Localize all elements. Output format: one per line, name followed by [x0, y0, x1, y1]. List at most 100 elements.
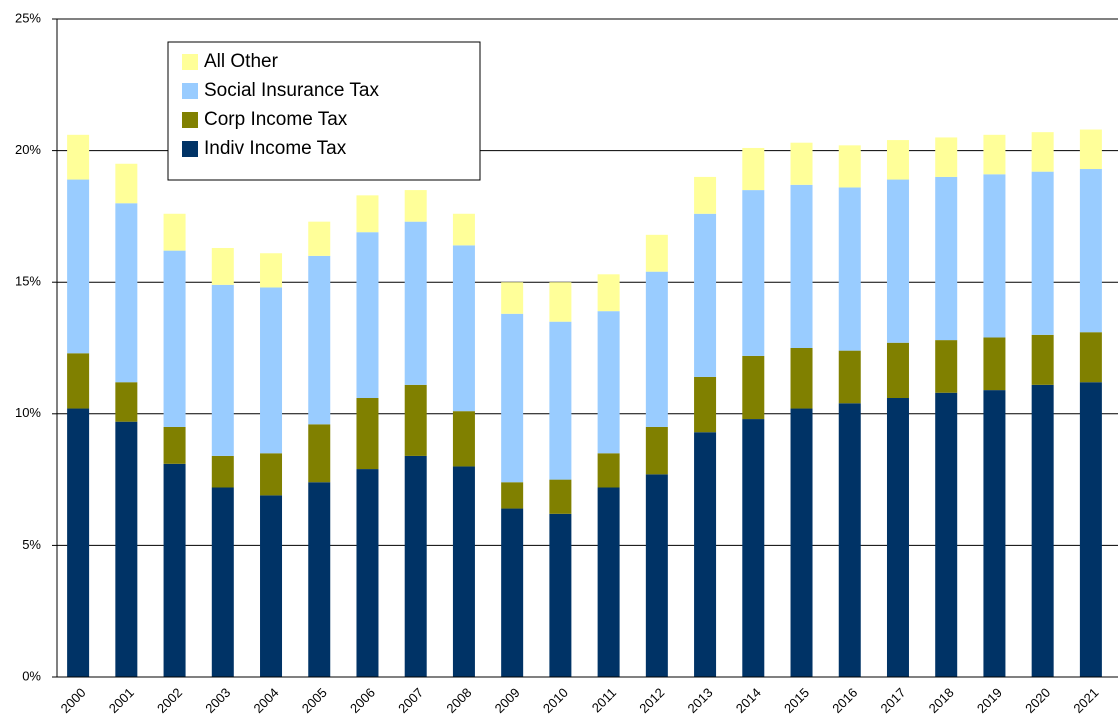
bar-segment	[163, 463, 186, 677]
bar-segment	[742, 147, 765, 191]
legend-swatch	[182, 54, 198, 70]
bar-segment	[742, 355, 765, 420]
bar-segment	[1031, 132, 1054, 172]
x-tick-label: 2011	[589, 685, 619, 715]
bar-segment	[260, 495, 283, 677]
bar-segment	[645, 234, 668, 272]
bar-segment	[935, 340, 958, 393]
bar-segment	[694, 376, 717, 433]
bar-segment	[356, 398, 379, 470]
bar-segment	[790, 408, 813, 677]
bar-segment	[404, 221, 427, 385]
bar-segment	[308, 424, 331, 483]
bar-segment	[452, 466, 475, 677]
bar-segment	[1031, 171, 1054, 335]
legend-label: All Other	[204, 51, 279, 72]
bar-segment	[838, 350, 861, 404]
x-tick-label: 2010	[540, 685, 571, 716]
x-tick-label: 2007	[395, 685, 426, 716]
bar-segment	[260, 287, 283, 454]
bar-segment	[211, 284, 234, 456]
bar-segment	[549, 479, 572, 514]
bar-segment	[694, 213, 717, 377]
y-tick-label: 0%	[22, 668, 41, 683]
bar-segment	[1031, 334, 1054, 385]
bar-segment	[597, 487, 620, 677]
bar-segment	[742, 419, 765, 677]
bar-segment	[597, 274, 620, 312]
y-tick-label: 15%	[15, 274, 41, 289]
x-tick-label: 2000	[58, 685, 89, 716]
bar-segment	[886, 398, 909, 677]
legend-label: Indiv Income Tax	[204, 138, 347, 159]
bar-segment	[935, 176, 958, 341]
bar-segment	[115, 163, 138, 204]
bar-segment	[645, 271, 668, 427]
bar-segment	[501, 282, 524, 314]
bar-segment	[260, 253, 283, 288]
bar-segment	[549, 321, 572, 480]
bar-segment	[452, 411, 475, 467]
y-tick-label: 5%	[22, 537, 41, 552]
x-tick-label: 2019	[974, 685, 1005, 716]
bar-segment	[211, 487, 234, 677]
bar-segment	[549, 282, 572, 322]
legend-box	[167, 41, 481, 181]
x-tick-label: 2013	[685, 685, 716, 716]
bar-segment	[452, 245, 475, 412]
bar-segment	[260, 453, 283, 496]
x-tick-label: 2012	[636, 685, 667, 716]
legend-swatch	[182, 83, 198, 99]
bar-segment	[501, 508, 524, 677]
bar-segment	[1031, 384, 1054, 677]
bar-segment	[404, 190, 427, 222]
bar-segment	[790, 142, 813, 185]
x-tick-label: 2006	[347, 685, 378, 716]
bar-segment	[404, 455, 427, 677]
bar-segment	[452, 213, 475, 246]
bar-segment	[308, 482, 331, 677]
bar-segment	[935, 392, 958, 677]
bar-segment	[67, 179, 90, 354]
bar-segment	[163, 426, 186, 464]
y-tick-label: 10%	[15, 405, 41, 420]
legend-label: Social Insurance Tax	[204, 80, 379, 101]
bar-segment	[211, 455, 234, 488]
bar-segment	[838, 145, 861, 188]
y-tick-label: 25%	[15, 10, 41, 25]
bar-segment	[886, 342, 909, 399]
x-tick-label: 2005	[299, 685, 330, 716]
bar-segment	[308, 221, 331, 256]
x-tick-label: 2009	[492, 685, 523, 716]
bar-segment	[501, 313, 524, 483]
bar-segment	[1079, 332, 1102, 383]
bar-segment	[838, 403, 861, 677]
bar-segment	[211, 247, 234, 285]
bar-segment	[983, 174, 1006, 338]
bar-segment	[356, 232, 379, 399]
x-tick-label: 2016	[829, 685, 860, 716]
x-tick-label: 2015	[781, 685, 812, 716]
x-tick-label: 2003	[202, 685, 233, 716]
bar-segment	[1079, 129, 1102, 170]
bar-segment	[886, 179, 909, 343]
bar-segment	[356, 195, 379, 233]
x-tick-label: 2017	[877, 685, 908, 716]
y-tick-label: 20%	[15, 142, 41, 157]
legend-swatch	[182, 141, 198, 157]
bar-segment	[983, 134, 1006, 175]
x-tick-label: 2021	[1070, 685, 1101, 716]
bar-segment	[163, 213, 186, 251]
x-tick-label: 2014	[733, 685, 764, 716]
bar-segment	[790, 184, 813, 348]
bar-segment	[645, 426, 668, 475]
bar-segment	[983, 337, 1006, 391]
x-tick-label: 2004	[251, 685, 282, 716]
bar-segment	[1079, 169, 1102, 333]
bar-segment	[308, 255, 331, 425]
bar-segment	[67, 353, 90, 409]
bar-segment	[163, 250, 186, 427]
bar-segment	[645, 474, 668, 677]
x-tick-label: 2020	[1022, 685, 1053, 716]
